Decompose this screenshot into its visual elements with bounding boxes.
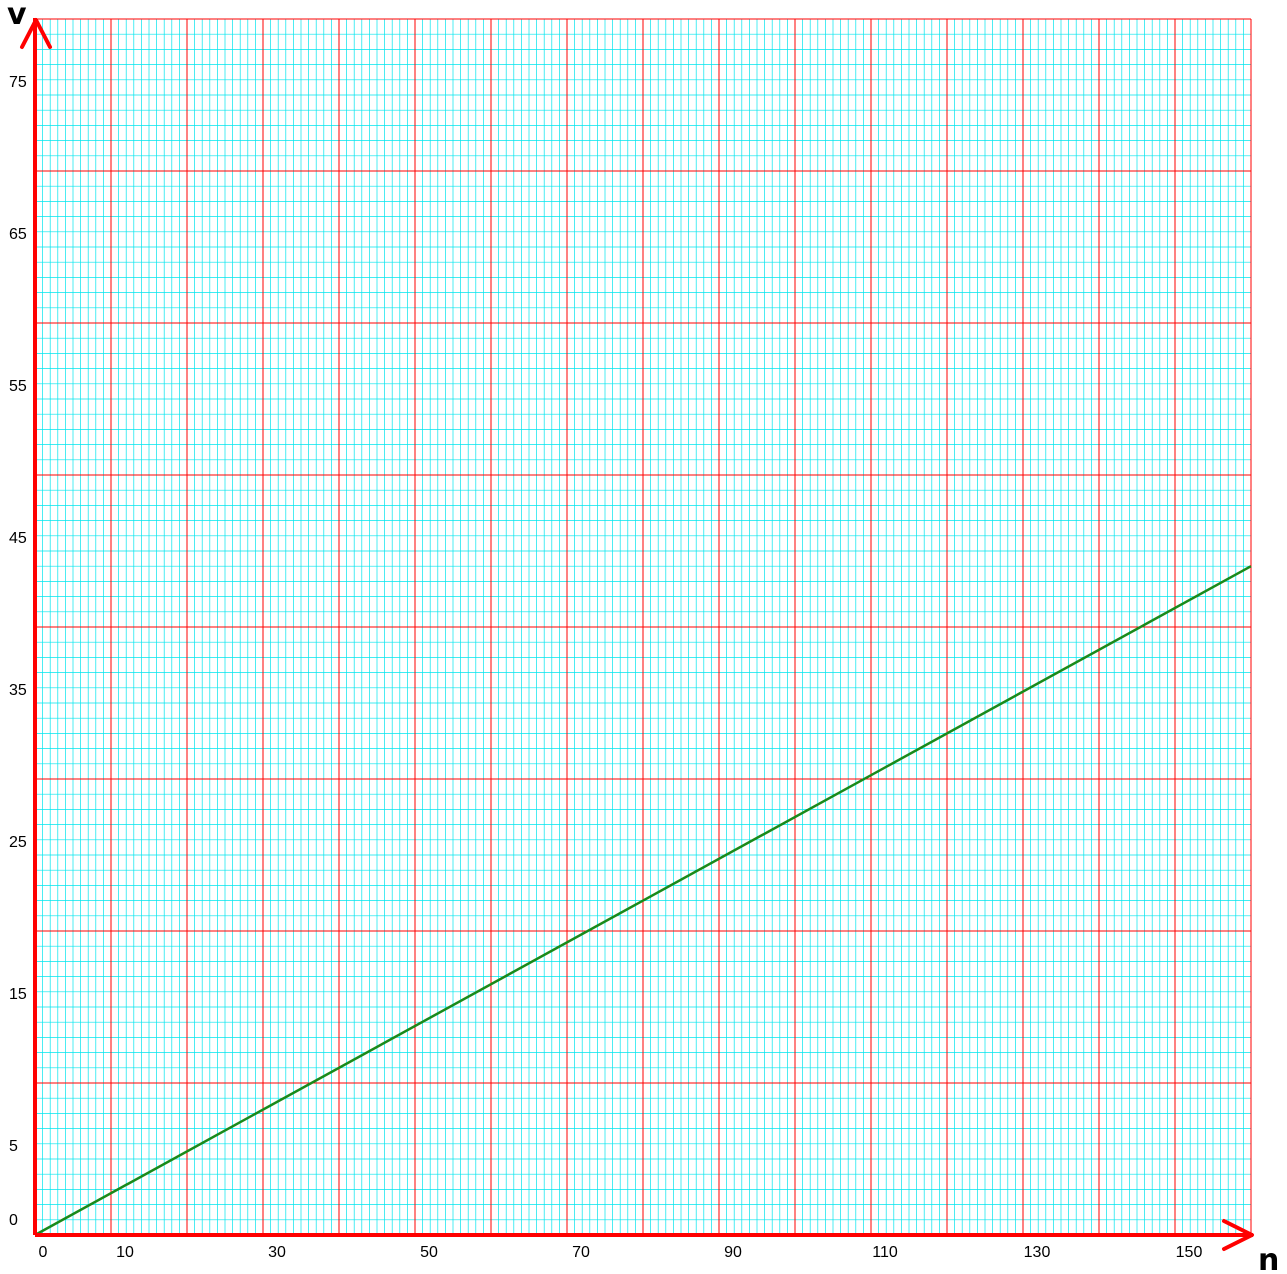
major-grid xyxy=(34,18,1252,1236)
y-tick-label: 35 xyxy=(9,682,27,699)
y-tick-label: 5 xyxy=(9,1138,18,1155)
x-tick-label: 90 xyxy=(724,1244,742,1261)
x-axis-label: n xyxy=(1258,1243,1279,1274)
y-tick-label: 55 xyxy=(9,378,27,395)
y-tick-label: 45 xyxy=(9,530,27,547)
x-tick-label: 10 xyxy=(116,1244,134,1261)
y-tick-label: 15 xyxy=(9,986,27,1003)
x-tick-label: 70 xyxy=(572,1244,590,1261)
x-axis-arrowhead xyxy=(1222,1219,1254,1251)
x-tick-label: 30 xyxy=(268,1244,286,1261)
y-axis-arrowhead xyxy=(20,18,52,49)
y-tick-labels: 0 5 15 25 35 45 55 65 75 xyxy=(9,74,27,1229)
x-tick-label: 0 xyxy=(39,1244,48,1261)
axes xyxy=(20,18,1254,1251)
series-line xyxy=(34,565,1252,1237)
y-tick-label: 75 xyxy=(9,74,27,91)
series-layer xyxy=(34,565,1252,1237)
x-tick-label: 130 xyxy=(1024,1244,1051,1261)
x-tick-label: 150 xyxy=(1176,1244,1203,1261)
x-tick-labels: 0 10 30 50 70 90 110 130 150 xyxy=(39,1244,1203,1261)
y-axis-label: v xyxy=(7,0,27,32)
x-tick-label: 50 xyxy=(420,1244,438,1261)
y-tick-label: 65 xyxy=(9,226,27,243)
y-tick-label: 25 xyxy=(9,834,27,851)
x-tick-label: 110 xyxy=(872,1244,898,1261)
y-tick-label: 0 xyxy=(9,1212,18,1229)
